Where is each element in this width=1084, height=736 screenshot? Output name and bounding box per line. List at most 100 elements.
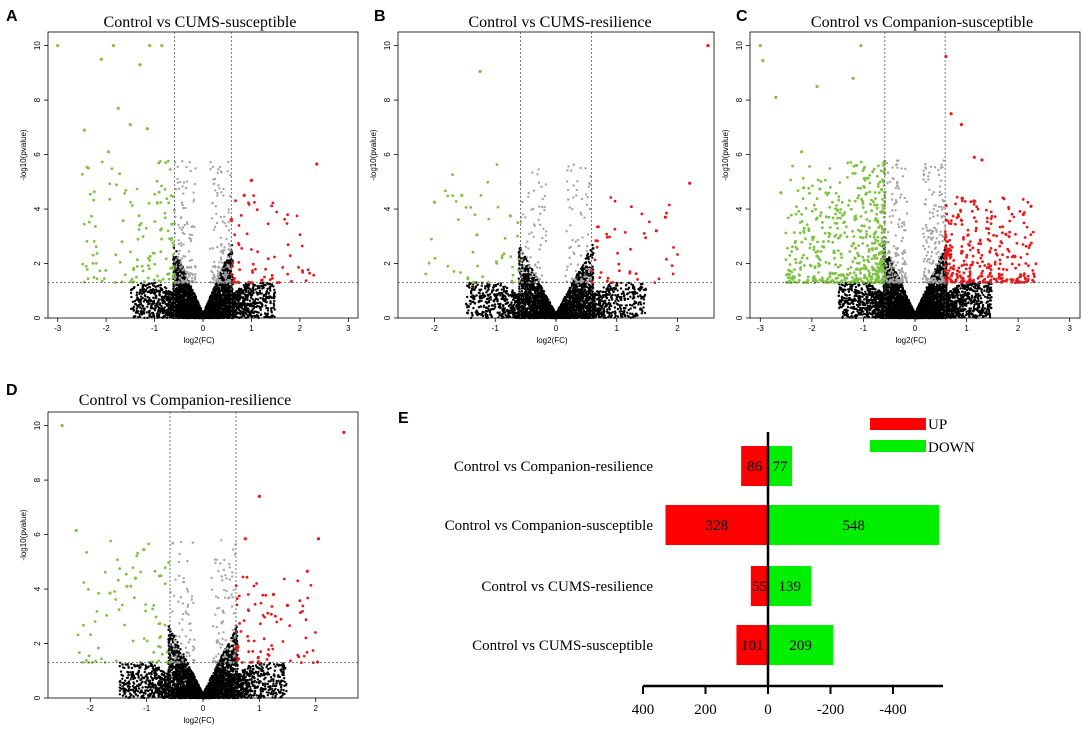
point-ns	[270, 315, 274, 318]
point-down	[84, 264, 88, 268]
point-ns	[158, 306, 161, 310]
point-ns	[149, 288, 152, 292]
point-ns	[183, 287, 186, 291]
point-ns	[239, 313, 242, 316]
point-ns	[142, 287, 145, 291]
point-gray	[190, 233, 194, 237]
point-ns	[169, 310, 172, 313]
point-gray	[216, 245, 219, 249]
point-ns	[223, 306, 226, 309]
point-gray	[192, 273, 195, 277]
point-down	[167, 272, 171, 275]
point-up	[286, 213, 289, 217]
point-gray	[180, 228, 183, 231]
point-gray	[217, 272, 220, 275]
point-down	[173, 280, 176, 284]
point-ns	[264, 315, 267, 319]
point-ns	[225, 299, 228, 302]
point-down	[86, 277, 90, 280]
point-down	[160, 184, 163, 188]
point-ns	[217, 289, 221, 292]
point-ns	[140, 311, 143, 315]
point-gray	[182, 243, 185, 246]
point-down	[159, 201, 163, 204]
point-gray	[216, 274, 219, 278]
point-down	[123, 192, 127, 195]
point-ns	[266, 315, 269, 318]
point-up	[273, 255, 276, 259]
point-ns	[185, 305, 189, 308]
point-down	[157, 161, 161, 165]
point-ns	[272, 302, 275, 305]
point-ns	[148, 298, 151, 302]
point-ns	[182, 306, 185, 309]
point-ns	[165, 316, 169, 319]
point-up	[260, 278, 264, 282]
point-gray	[214, 205, 217, 208]
point-gray	[224, 271, 228, 274]
point-gray	[173, 277, 177, 280]
point-ns	[213, 288, 216, 291]
point-ns	[264, 292, 268, 296]
point-ns	[177, 298, 180, 301]
point-ns	[146, 316, 149, 320]
point-ns	[136, 297, 140, 301]
point-ns	[260, 302, 263, 306]
point-ns	[257, 305, 261, 308]
point-ns	[139, 295, 143, 298]
point-up	[264, 267, 267, 271]
point-ns	[179, 301, 183, 305]
point-down-outlier	[128, 123, 132, 127]
point-ns	[235, 305, 239, 308]
point-ns	[231, 283, 234, 286]
point-ns	[157, 310, 160, 313]
point-ns	[134, 311, 138, 314]
point-gray	[222, 187, 225, 191]
point-ns	[135, 291, 139, 294]
point-gray	[188, 275, 191, 278]
point-gray	[194, 273, 197, 276]
point-ns	[189, 316, 192, 320]
point-ns	[224, 315, 227, 318]
point-ns	[194, 306, 198, 309]
point-ns	[206, 312, 209, 315]
point-ns	[264, 304, 267, 307]
point-down	[108, 182, 112, 186]
point-down	[165, 197, 169, 201]
point-ns	[162, 296, 166, 300]
point-up	[231, 261, 235, 264]
point-gray	[211, 265, 215, 268]
point-ns	[132, 305, 136, 308]
point-ns	[217, 316, 221, 319]
point-down-outlier	[111, 44, 115, 48]
point-ns	[269, 301, 272, 305]
point-gray	[175, 265, 178, 268]
point-down	[169, 238, 173, 242]
point-gray	[227, 211, 230, 214]
point-down	[82, 222, 86, 226]
point-ns	[233, 309, 236, 313]
point-gray	[183, 255, 187, 258]
point-gray	[181, 160, 184, 163]
point-gray	[176, 181, 179, 184]
point-ns	[179, 312, 182, 315]
point-down	[129, 200, 133, 204]
point-ns	[217, 294, 221, 297]
point-ns	[148, 282, 151, 285]
point-ns	[187, 289, 190, 292]
point-down	[130, 204, 134, 207]
point-gray	[183, 223, 186, 227]
point-gray	[211, 276, 214, 280]
point-down	[164, 257, 168, 261]
point-ns	[150, 315, 153, 318]
point-gray	[180, 201, 184, 204]
point-gray	[216, 269, 219, 273]
point-ns	[139, 302, 143, 305]
point-ns	[223, 287, 227, 290]
point-ns	[257, 316, 260, 320]
point-down	[95, 252, 99, 255]
point-gray	[227, 229, 231, 232]
point-ns	[250, 305, 254, 308]
point-ns	[176, 313, 179, 316]
point-ns	[181, 314, 184, 317]
